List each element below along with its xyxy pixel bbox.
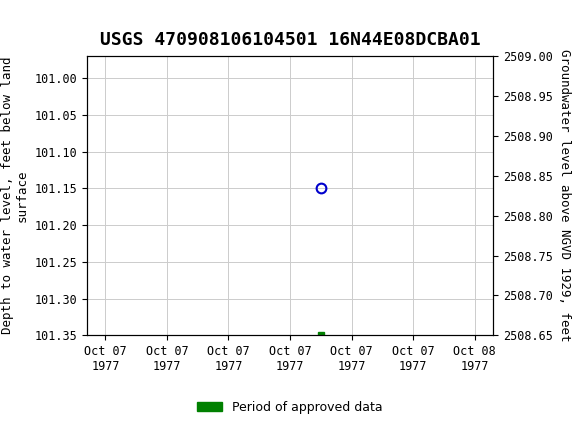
Y-axis label: Groundwater level above NGVD 1929, feet: Groundwater level above NGVD 1929, feet: [558, 49, 571, 342]
Legend: Period of approved data: Period of approved data: [192, 396, 388, 418]
Y-axis label: Depth to water level, feet below land
surface: Depth to water level, feet below land su…: [1, 57, 29, 335]
Title: USGS 470908106104501 16N44E08DCBA01: USGS 470908106104501 16N44E08DCBA01: [100, 31, 480, 49]
Text: ≡USGS: ≡USGS: [6, 6, 77, 25]
